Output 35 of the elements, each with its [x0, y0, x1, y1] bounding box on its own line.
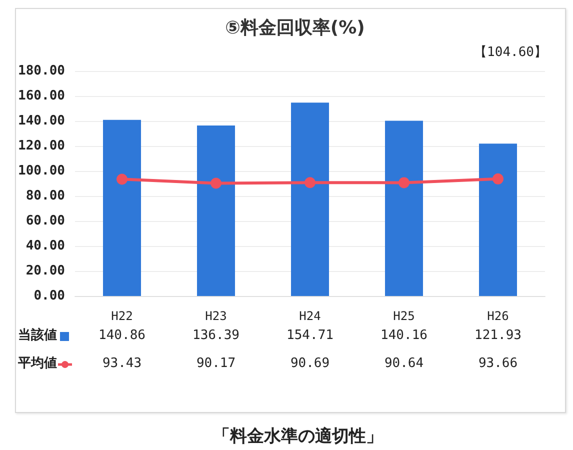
text: 【104.60】	[474, 45, 548, 60]
y-tick-label: 60.00	[26, 214, 66, 228]
y-tick-label: 140.00	[18, 114, 66, 128]
data-label: 93.43	[102, 356, 142, 371]
data-label: 90.64	[384, 356, 424, 371]
y-tick-label: 80.00	[26, 188, 66, 204]
bar	[197, 126, 235, 296]
y-tick-label: 120.00	[18, 138, 66, 154]
bar	[385, 120, 423, 296]
y-tick-label: 160.00	[18, 88, 66, 104]
y-tick-label: 180.00	[18, 64, 66, 78]
data-label: 90.17	[196, 356, 236, 371]
data-label: 121.93	[474, 328, 522, 343]
data-label: 90.69	[290, 356, 330, 371]
bar	[479, 144, 517, 296]
data-label: 93.66	[478, 356, 518, 371]
bar	[103, 120, 141, 296]
bar	[291, 102, 329, 296]
x-tick-label: H26	[487, 309, 509, 323]
x-tick-label: H22	[111, 309, 133, 323]
legend-label: 当該値	[18, 327, 57, 343]
y-tick-label: 100.00	[18, 164, 66, 178]
y-tick-label: 20.00	[26, 264, 66, 278]
data-label: 154.71	[286, 328, 334, 343]
chart-title: ⑤料金回収率(%)	[225, 18, 365, 38]
data-label: 140.16	[380, 328, 428, 343]
x-tick-label: H25	[393, 309, 415, 323]
y-tick-label: 40.00	[26, 238, 66, 254]
legend-label: 平均値	[17, 356, 57, 371]
text: 「料金水準の適切性」	[213, 426, 383, 446]
y-tick-label: 0.00	[34, 288, 66, 304]
x-tick-label: H23	[205, 309, 227, 323]
x-tick-label: H24	[299, 309, 321, 323]
data-label: 140.86	[98, 328, 146, 343]
data-label: 136.39	[192, 328, 240, 343]
